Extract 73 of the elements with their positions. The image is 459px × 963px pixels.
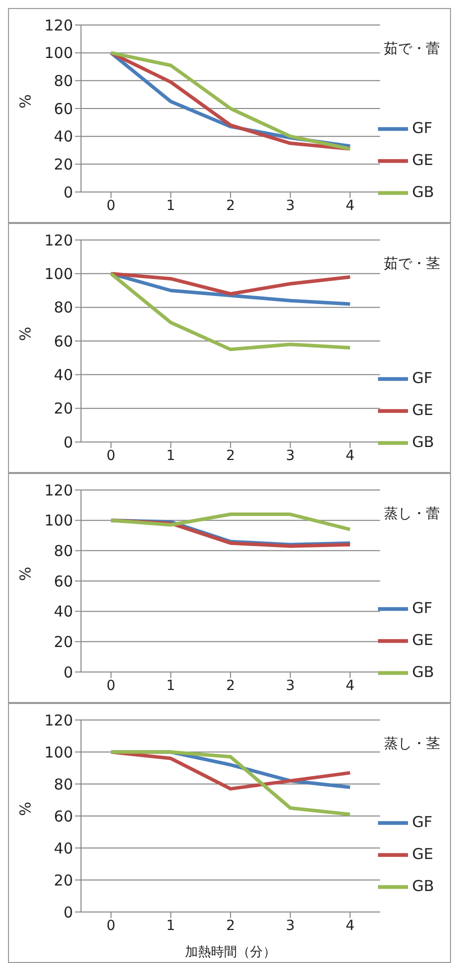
y-tick-label: 40 bbox=[54, 602, 73, 621]
y-tick-label: 60 bbox=[54, 100, 73, 118]
x-tick-label: 0 bbox=[106, 198, 116, 214]
line-series bbox=[109, 272, 352, 296]
y-tick-label: 100 bbox=[44, 512, 73, 530]
y-tick-label: 60 bbox=[54, 572, 73, 590]
x-tick-label: 2 bbox=[226, 448, 235, 464]
y-tick-label: 120 bbox=[44, 711, 73, 730]
y-tick-label: 100 bbox=[44, 44, 73, 62]
y-axis-title: % bbox=[16, 566, 34, 581]
y-axis-title: % bbox=[16, 326, 34, 341]
x-tick-label: 1 bbox=[166, 918, 176, 934]
x-tick-label: 2 bbox=[226, 918, 235, 934]
y-tick-label: 20 bbox=[54, 400, 73, 418]
y-tick-label: 40 bbox=[54, 839, 73, 858]
y-tick-label: 80 bbox=[54, 298, 73, 317]
y-tick-label: 80 bbox=[54, 72, 73, 90]
y-tick-label: 20 bbox=[54, 155, 73, 174]
x-tick-label: 4 bbox=[346, 448, 355, 464]
x-tick-label: 0 bbox=[106, 918, 116, 934]
y-tick-label: 20 bbox=[54, 632, 73, 651]
x-tick-label: 3 bbox=[286, 678, 295, 694]
legend-label: GF bbox=[412, 813, 432, 831]
y-tick-label: 60 bbox=[54, 332, 73, 350]
y-tick-label: 40 bbox=[54, 366, 73, 384]
text: 茹で・蕾 bbox=[384, 41, 440, 57]
y-axis-title: % bbox=[16, 802, 34, 816]
x-tick-label: 0 bbox=[106, 448, 116, 464]
y-tick-label: 120 bbox=[44, 16, 73, 34]
y-tick-label: 100 bbox=[44, 264, 73, 283]
x-axis-title: 加熱時間（分） bbox=[185, 945, 276, 960]
legend-label: GE bbox=[412, 631, 434, 649]
y-tick-label: 120 bbox=[44, 481, 73, 500]
legend-label: GB bbox=[412, 663, 434, 681]
x-tick-label: 1 bbox=[166, 678, 176, 694]
legend-label: GB bbox=[412, 877, 434, 895]
text: 蒸し・蕾 bbox=[384, 506, 440, 522]
legend-label: GF bbox=[412, 369, 432, 387]
text: 蒸し・茎 bbox=[384, 736, 440, 752]
legend-label: GB bbox=[412, 183, 434, 201]
x-tick-label: 1 bbox=[166, 448, 176, 464]
y-tick-label: 0 bbox=[63, 433, 73, 452]
y-tick-label: 20 bbox=[54, 871, 73, 890]
y-tick-label: 60 bbox=[54, 807, 73, 826]
y-tick-label: 0 bbox=[63, 663, 73, 682]
x-tick-label: 2 bbox=[226, 198, 235, 214]
line-series bbox=[109, 272, 352, 352]
legend-label: GB bbox=[412, 433, 434, 451]
legend-label: GF bbox=[412, 119, 432, 137]
x-tick-label: 1 bbox=[166, 198, 176, 214]
line-series bbox=[109, 750, 352, 816]
x-tick-label: 4 bbox=[346, 678, 355, 694]
y-tick-label: 80 bbox=[54, 775, 73, 794]
line-series bbox=[109, 512, 352, 532]
y-tick-label: 80 bbox=[54, 542, 73, 560]
y-tick-label: 40 bbox=[54, 128, 73, 146]
x-tick-label: 3 bbox=[286, 198, 295, 214]
legend-label: GF bbox=[412, 599, 432, 617]
x-tick-label: 4 bbox=[346, 198, 355, 214]
y-axis-title: % bbox=[16, 94, 34, 108]
legend-label: GE bbox=[412, 401, 434, 419]
x-tick-label: 0 bbox=[106, 678, 116, 694]
x-tick-label: 2 bbox=[226, 678, 235, 694]
x-tick-label: 3 bbox=[286, 918, 295, 934]
y-tick-label: 100 bbox=[44, 743, 73, 762]
y-tick-label: 0 bbox=[63, 183, 73, 202]
legend-label: GE bbox=[412, 151, 434, 169]
y-tick-label: 120 bbox=[44, 231, 73, 250]
legend-label: GE bbox=[412, 845, 434, 863]
x-tick-label: 3 bbox=[286, 448, 295, 464]
text: 茹で・茎 bbox=[384, 256, 440, 272]
x-tick-label: 4 bbox=[346, 918, 355, 934]
y-tick-label: 0 bbox=[63, 903, 73, 922]
